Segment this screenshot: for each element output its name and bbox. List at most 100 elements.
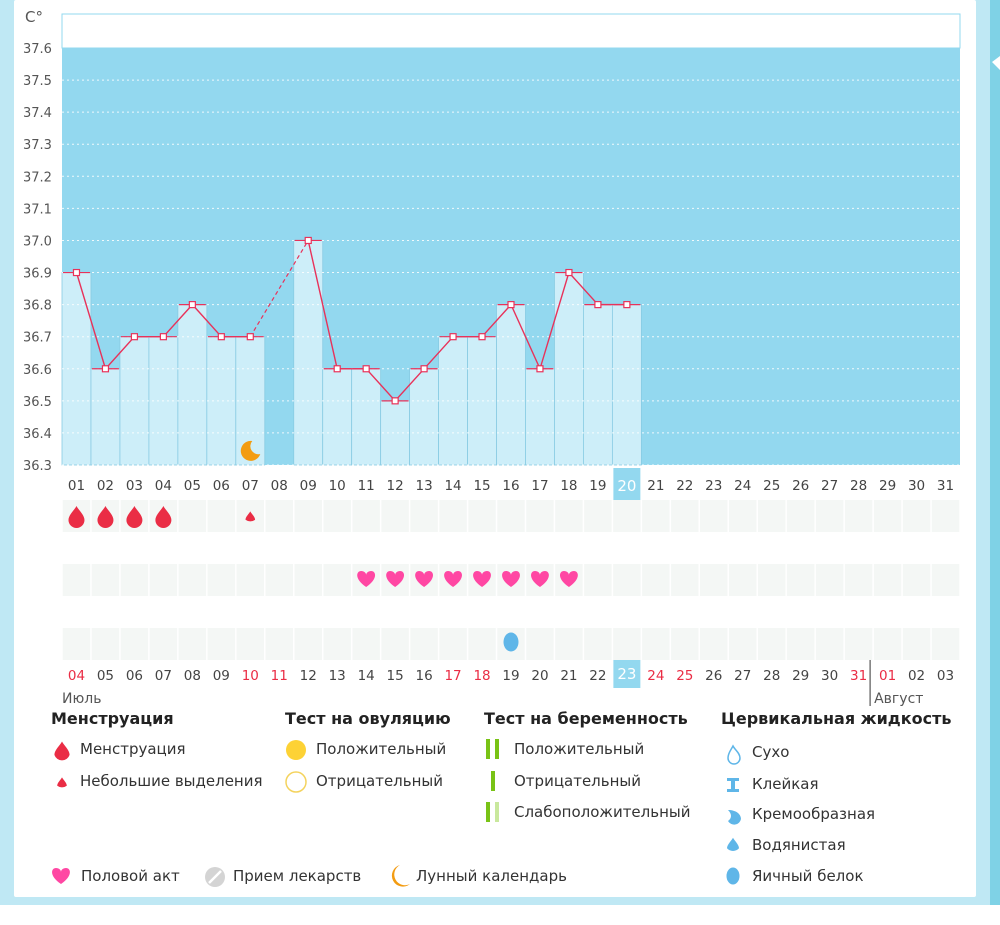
legend-cf-dry: Сухо	[752, 743, 790, 761]
y-tick-37.1: 37.1	[23, 202, 52, 217]
watery-icon	[727, 837, 739, 851]
legend-pregnancy-positive: Положительный	[514, 740, 645, 758]
temp-point-19	[594, 301, 602, 309]
temp-bar-11	[351, 368, 382, 466]
legend-pregnancy-negative: Отрицательный	[514, 772, 642, 790]
temp-point-12	[391, 397, 399, 405]
sticky-icon	[727, 778, 739, 792]
temp-point-03	[130, 333, 139, 341]
heart-icon-12	[386, 571, 405, 587]
legend-moon-icon	[391, 865, 410, 887]
heart-icon-16	[502, 571, 520, 587]
legend-spotting-icon	[57, 777, 67, 788]
cycle-day-19: 19	[589, 478, 606, 494]
y-tick-36.3: 36.3	[23, 459, 52, 474]
symbol-row-4	[62, 596, 960, 628]
heart-icon-15	[473, 571, 491, 587]
cycle-day-14: 14	[444, 478, 461, 494]
legend-medication: Прием лекарств	[233, 867, 362, 885]
moon-icon-07	[240, 440, 261, 461]
heart-icon-11	[357, 571, 376, 587]
calendar-date-18: 22	[589, 668, 606, 684]
symbol-row-1	[62, 500, 960, 532]
creamy-icon	[728, 810, 741, 825]
cycle-day-highlight	[613, 468, 641, 500]
cycle-day-12: 12	[387, 478, 404, 494]
legend-title-menstruation: Менструация	[51, 709, 174, 728]
cycle-day-20: 20	[617, 477, 636, 495]
y-tick-37.0: 37.0	[23, 234, 52, 249]
calendar-date-8: 12	[300, 668, 317, 684]
bottom-strip	[0, 905, 1000, 925]
legend-menstruation-icon	[54, 741, 70, 761]
y-tick-37.5: 37.5	[23, 74, 52, 89]
legend-cf-egg-white: Яичный белок	[752, 867, 864, 885]
y-tick-36.9: 36.9	[23, 267, 52, 282]
menstruation-drop-icon-04	[155, 506, 172, 528]
legend-preg-weak-icon-a	[486, 802, 490, 822]
heart-icon-14	[444, 571, 462, 587]
calendar-date-13: 17	[444, 668, 461, 684]
cycle-day-15: 15	[473, 478, 490, 494]
cycle-day-29: 29	[879, 478, 896, 494]
calendar-date-12: 16	[416, 668, 433, 684]
egg-white-icon-16	[503, 632, 519, 652]
cycle-day-26: 26	[792, 478, 809, 494]
dry-icon	[727, 744, 741, 765]
calendar-date-highlight	[613, 660, 641, 688]
calendar-date-22: 26	[705, 668, 722, 684]
cycle-day-08: 08	[271, 478, 288, 494]
pill-icon-line	[208, 870, 222, 884]
menstruation-drop-icon-01	[68, 506, 85, 528]
cycle-day-04: 04	[155, 478, 172, 494]
legend-ovulation-positive: Положительный	[316, 740, 447, 758]
temp-bar-01	[61, 272, 92, 466]
legend-moon-calendar: Лунный календарь	[416, 867, 567, 885]
legend-title-pregnancy-test: Тест на беременность	[484, 709, 688, 728]
heart-icon-18	[560, 571, 578, 587]
spotting-drop-icon-07	[245, 511, 256, 522]
calendar-date-25: 29	[792, 668, 809, 684]
cycle-day-07: 07	[242, 478, 259, 494]
temp-point-10	[333, 365, 341, 373]
calendar-date-9: 13	[329, 668, 346, 684]
legend-preg-weak-icon-b	[495, 802, 499, 822]
cycle-day-30: 30	[908, 478, 925, 494]
temp-bar-06	[206, 336, 237, 466]
legend-preg-positive-icon-a	[486, 739, 490, 759]
cycle-day-06: 06	[213, 478, 230, 494]
calendar-date-4: 08	[184, 668, 201, 684]
calendar-date-28: 01	[879, 668, 896, 684]
calendar-date-23: 27	[734, 668, 751, 684]
y-tick-36.5: 36.5	[23, 395, 52, 410]
cycle-day-18: 18	[560, 478, 577, 494]
cycle-day-23: 23	[705, 478, 722, 494]
y-tick-37.4: 37.4	[23, 106, 52, 121]
symbol-row-2	[62, 532, 960, 564]
calendar-date-29: 02	[908, 668, 925, 684]
calendar-date-27: 31	[850, 668, 867, 684]
calendar-date-3: 07	[155, 668, 172, 684]
calendar-date-24: 28	[763, 668, 780, 684]
right-arrow-icon	[992, 56, 1000, 70]
temp-bar-16	[496, 304, 526, 466]
temp-bar-02	[90, 368, 121, 466]
menstruation-drop-icon-03	[126, 506, 143, 528]
temp-line-gap-1	[249, 240, 309, 338]
temp-point-04	[159, 333, 167, 341]
heart-icon-13	[415, 571, 434, 587]
legend-cf-sticky: Клейкая	[752, 775, 819, 793]
calendar-date-17: 21	[560, 668, 577, 684]
legend-preg-negative-icon	[491, 771, 495, 791]
temp-point-07	[246, 333, 254, 341]
temp-point-13	[420, 365, 428, 373]
temp-bar-12	[380, 400, 411, 466]
legend-title-cervical-fluid: Цервикальная жидкость	[721, 709, 952, 728]
legend-ovulation-negative: Отрицательный	[316, 772, 444, 790]
calendar-date-0: 04	[68, 668, 85, 684]
calendar-date-15: 19	[502, 668, 519, 684]
legend-intercourse: Половой акт	[81, 867, 180, 885]
y-tick-37.3: 37.3	[23, 138, 52, 153]
